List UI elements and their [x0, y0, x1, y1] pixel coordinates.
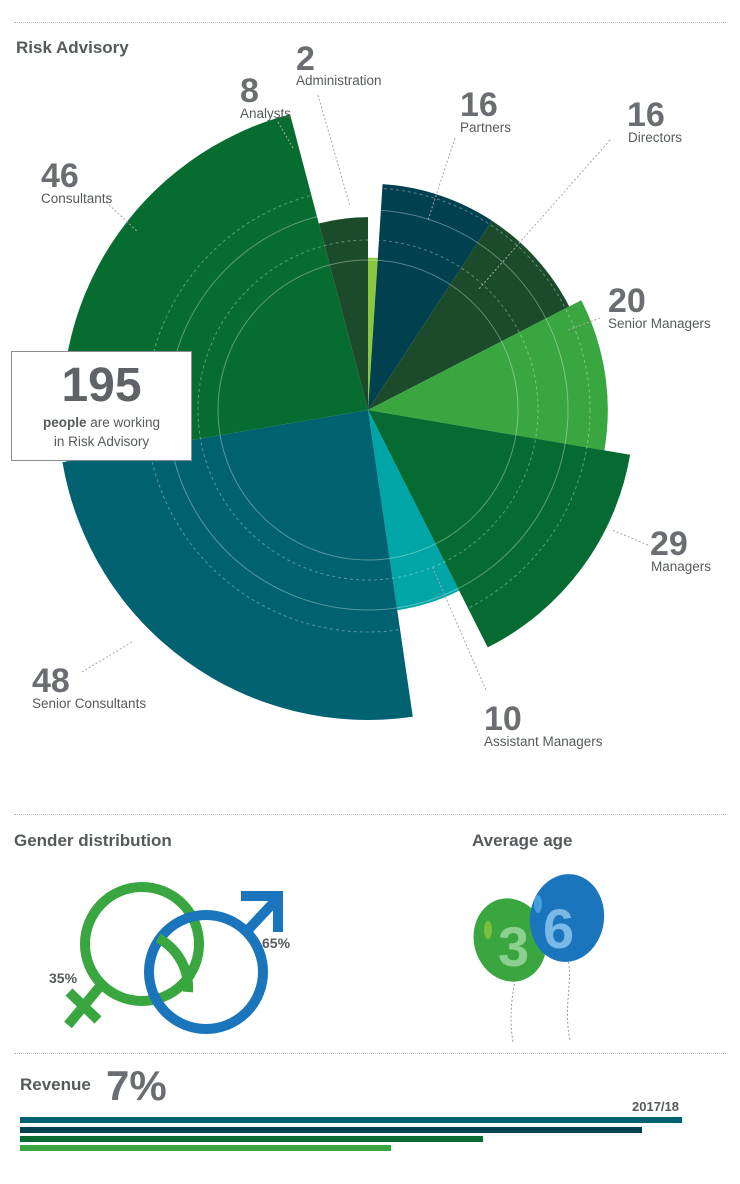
label-num-analysts: 8: [240, 72, 259, 110]
slice-assistant-managers: [368, 410, 460, 611]
slice-directors: [368, 220, 570, 410]
total-caption-line1: people are working: [12, 414, 191, 431]
age-balloons: 3 6: [473, 874, 605, 1044]
total-count: 195: [61, 359, 142, 412]
label-num-partners: 16: [460, 86, 498, 124]
slice-senior-managers: [368, 300, 608, 451]
label-num-assistant-managers: 10: [484, 700, 522, 738]
slice-senior-consultants: [62, 410, 413, 721]
slice-analysts: [318, 217, 368, 410]
label-text-administration: Administration: [296, 73, 382, 88]
gender-title: Gender distribution: [14, 831, 172, 850]
revenue-bar-2: [20, 1127, 643, 1133]
label-num-consultants: 46: [41, 157, 79, 195]
revenue-bar-4: [20, 1145, 391, 1151]
slice-partners: [368, 184, 493, 410]
age-digit-1: 3: [498, 915, 529, 978]
grid-ring: [197, 239, 539, 581]
bottom-divider: [14, 1053, 726, 1054]
age-title: Average age: [472, 831, 573, 850]
label-num-senior-consultants: 48: [32, 662, 70, 700]
male-percent: 65%: [262, 935, 291, 951]
green-balloon-icon: [473, 898, 547, 982]
label-text-directors: Directors: [628, 130, 682, 145]
gender-symbols: [64, 882, 283, 1034]
female-symbol: [64, 882, 204, 1029]
blue-balloon-icon: [529, 874, 605, 962]
label-text-senior-managers: Senior Managers: [608, 316, 711, 331]
leader-line: [105, 201, 139, 233]
revenue-year: 2017/18: [632, 1099, 679, 1114]
revenue-bar-1: [20, 1117, 682, 1123]
total-caption-line2: in Risk Advisory: [53, 434, 150, 449]
slice-managers: [368, 410, 631, 648]
age-digit-2: 6: [543, 897, 574, 960]
slice-administration: [368, 257, 378, 410]
leader-line: [317, 94, 351, 207]
label-text-consultants: Consultants: [41, 191, 113, 206]
leader-line: [611, 529, 649, 546]
label-num-senior-managers: 20: [608, 282, 646, 320]
page-title: Risk Advisory: [16, 38, 129, 57]
leader-line: [567, 317, 601, 331]
revenue-title: Revenue: [20, 1075, 91, 1094]
leader-line: [477, 139, 611, 291]
label-text-managers: Managers: [651, 559, 711, 574]
label-text-partners: Partners: [460, 120, 511, 135]
total-caption-bold: people: [42, 415, 87, 430]
label-num-managers: 29: [650, 525, 688, 563]
male-symbol: [144, 891, 283, 1034]
female-percent: 35%: [49, 970, 78, 986]
label-num-directors: 16: [627, 96, 665, 134]
label-text-senior-consultants: Senior Consultants: [32, 696, 146, 711]
leader-line: [277, 121, 294, 149]
total-caption-rest: are working: [86, 415, 161, 430]
revenue-value: 7%: [106, 1062, 167, 1109]
top-divider: [14, 22, 726, 23]
leader-line: [431, 565, 487, 691]
label-text-assistant-managers: Assistant Managers: [484, 734, 603, 749]
leader-line: [81, 641, 133, 673]
label-text-analysts: Analysts: [240, 106, 291, 121]
label-num-administration: 2: [296, 40, 315, 78]
grid-ring: [217, 259, 519, 561]
total-summary-box: 195 people are working in Risk Advisory: [11, 351, 192, 461]
revenue-bar-3: [20, 1136, 484, 1142]
middle-divider: [14, 814, 726, 815]
